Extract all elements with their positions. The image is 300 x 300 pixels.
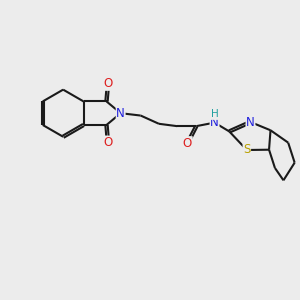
Text: N: N — [246, 116, 255, 128]
Text: O: O — [103, 77, 112, 90]
Text: H: H — [211, 110, 218, 119]
Text: N: N — [116, 107, 125, 120]
Text: O: O — [183, 137, 192, 150]
Text: N: N — [210, 116, 219, 129]
Text: O: O — [103, 136, 112, 149]
Text: S: S — [243, 143, 250, 157]
